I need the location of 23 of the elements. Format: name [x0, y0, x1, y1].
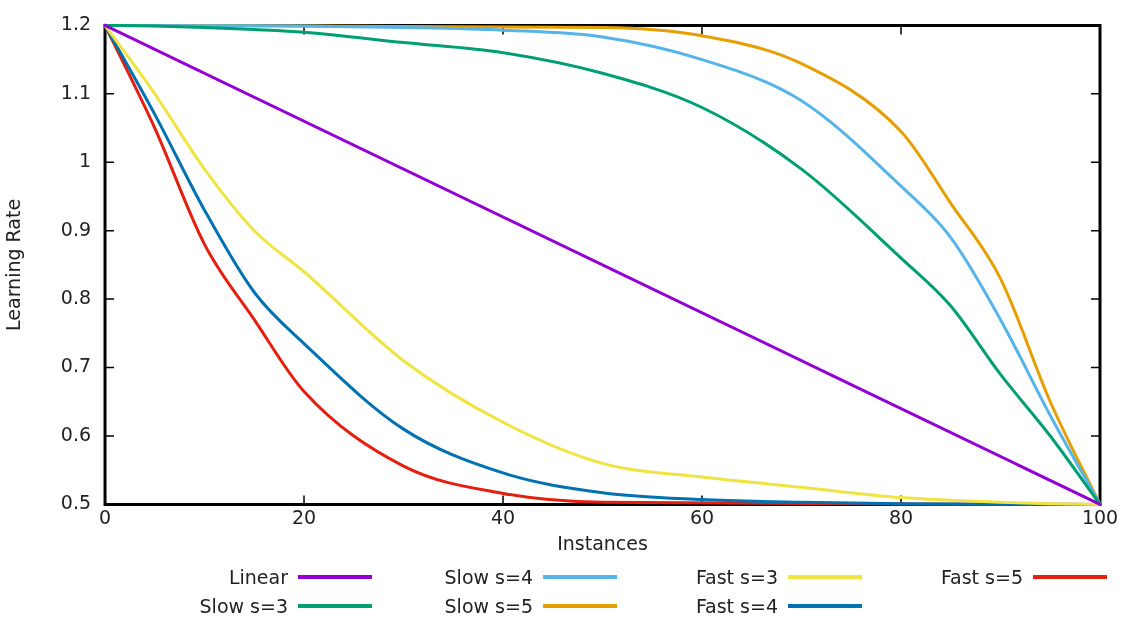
x-tick-label: 100	[1081, 505, 1119, 528]
legend-label: Fast s=4	[695, 594, 778, 617]
x-tick-label: 60	[689, 505, 715, 528]
y-tick-label: 0.7	[60, 354, 92, 377]
x-tick-label: 80	[888, 505, 914, 528]
y-tick-label: 1.2	[60, 12, 92, 35]
x-tick-label: 0	[98, 505, 112, 528]
y-tick-label: 0.6	[60, 422, 92, 445]
x-tick-label: 20	[291, 505, 317, 528]
legend-label: Fast s=5	[940, 565, 1023, 588]
x-tick-label: 40	[490, 505, 516, 528]
y-tick-label: 0.9	[60, 217, 92, 240]
y-tick-label: 0.5	[60, 491, 92, 514]
y-axis-title: Learning Rate	[2, 198, 25, 331]
y-tick-label: 0.8	[60, 286, 92, 309]
x-axis-title: Instances	[557, 531, 648, 554]
legend-label: Slow s=5	[444, 594, 533, 617]
y-tick-label: 1.1	[60, 80, 92, 103]
legend-label: Slow s=4	[444, 565, 533, 588]
legend-label: Linear	[228, 565, 288, 588]
y-tick-label: 1	[78, 149, 92, 172]
legend-label: Fast s=3	[695, 565, 778, 588]
legend-label: Slow s=3	[199, 594, 288, 617]
